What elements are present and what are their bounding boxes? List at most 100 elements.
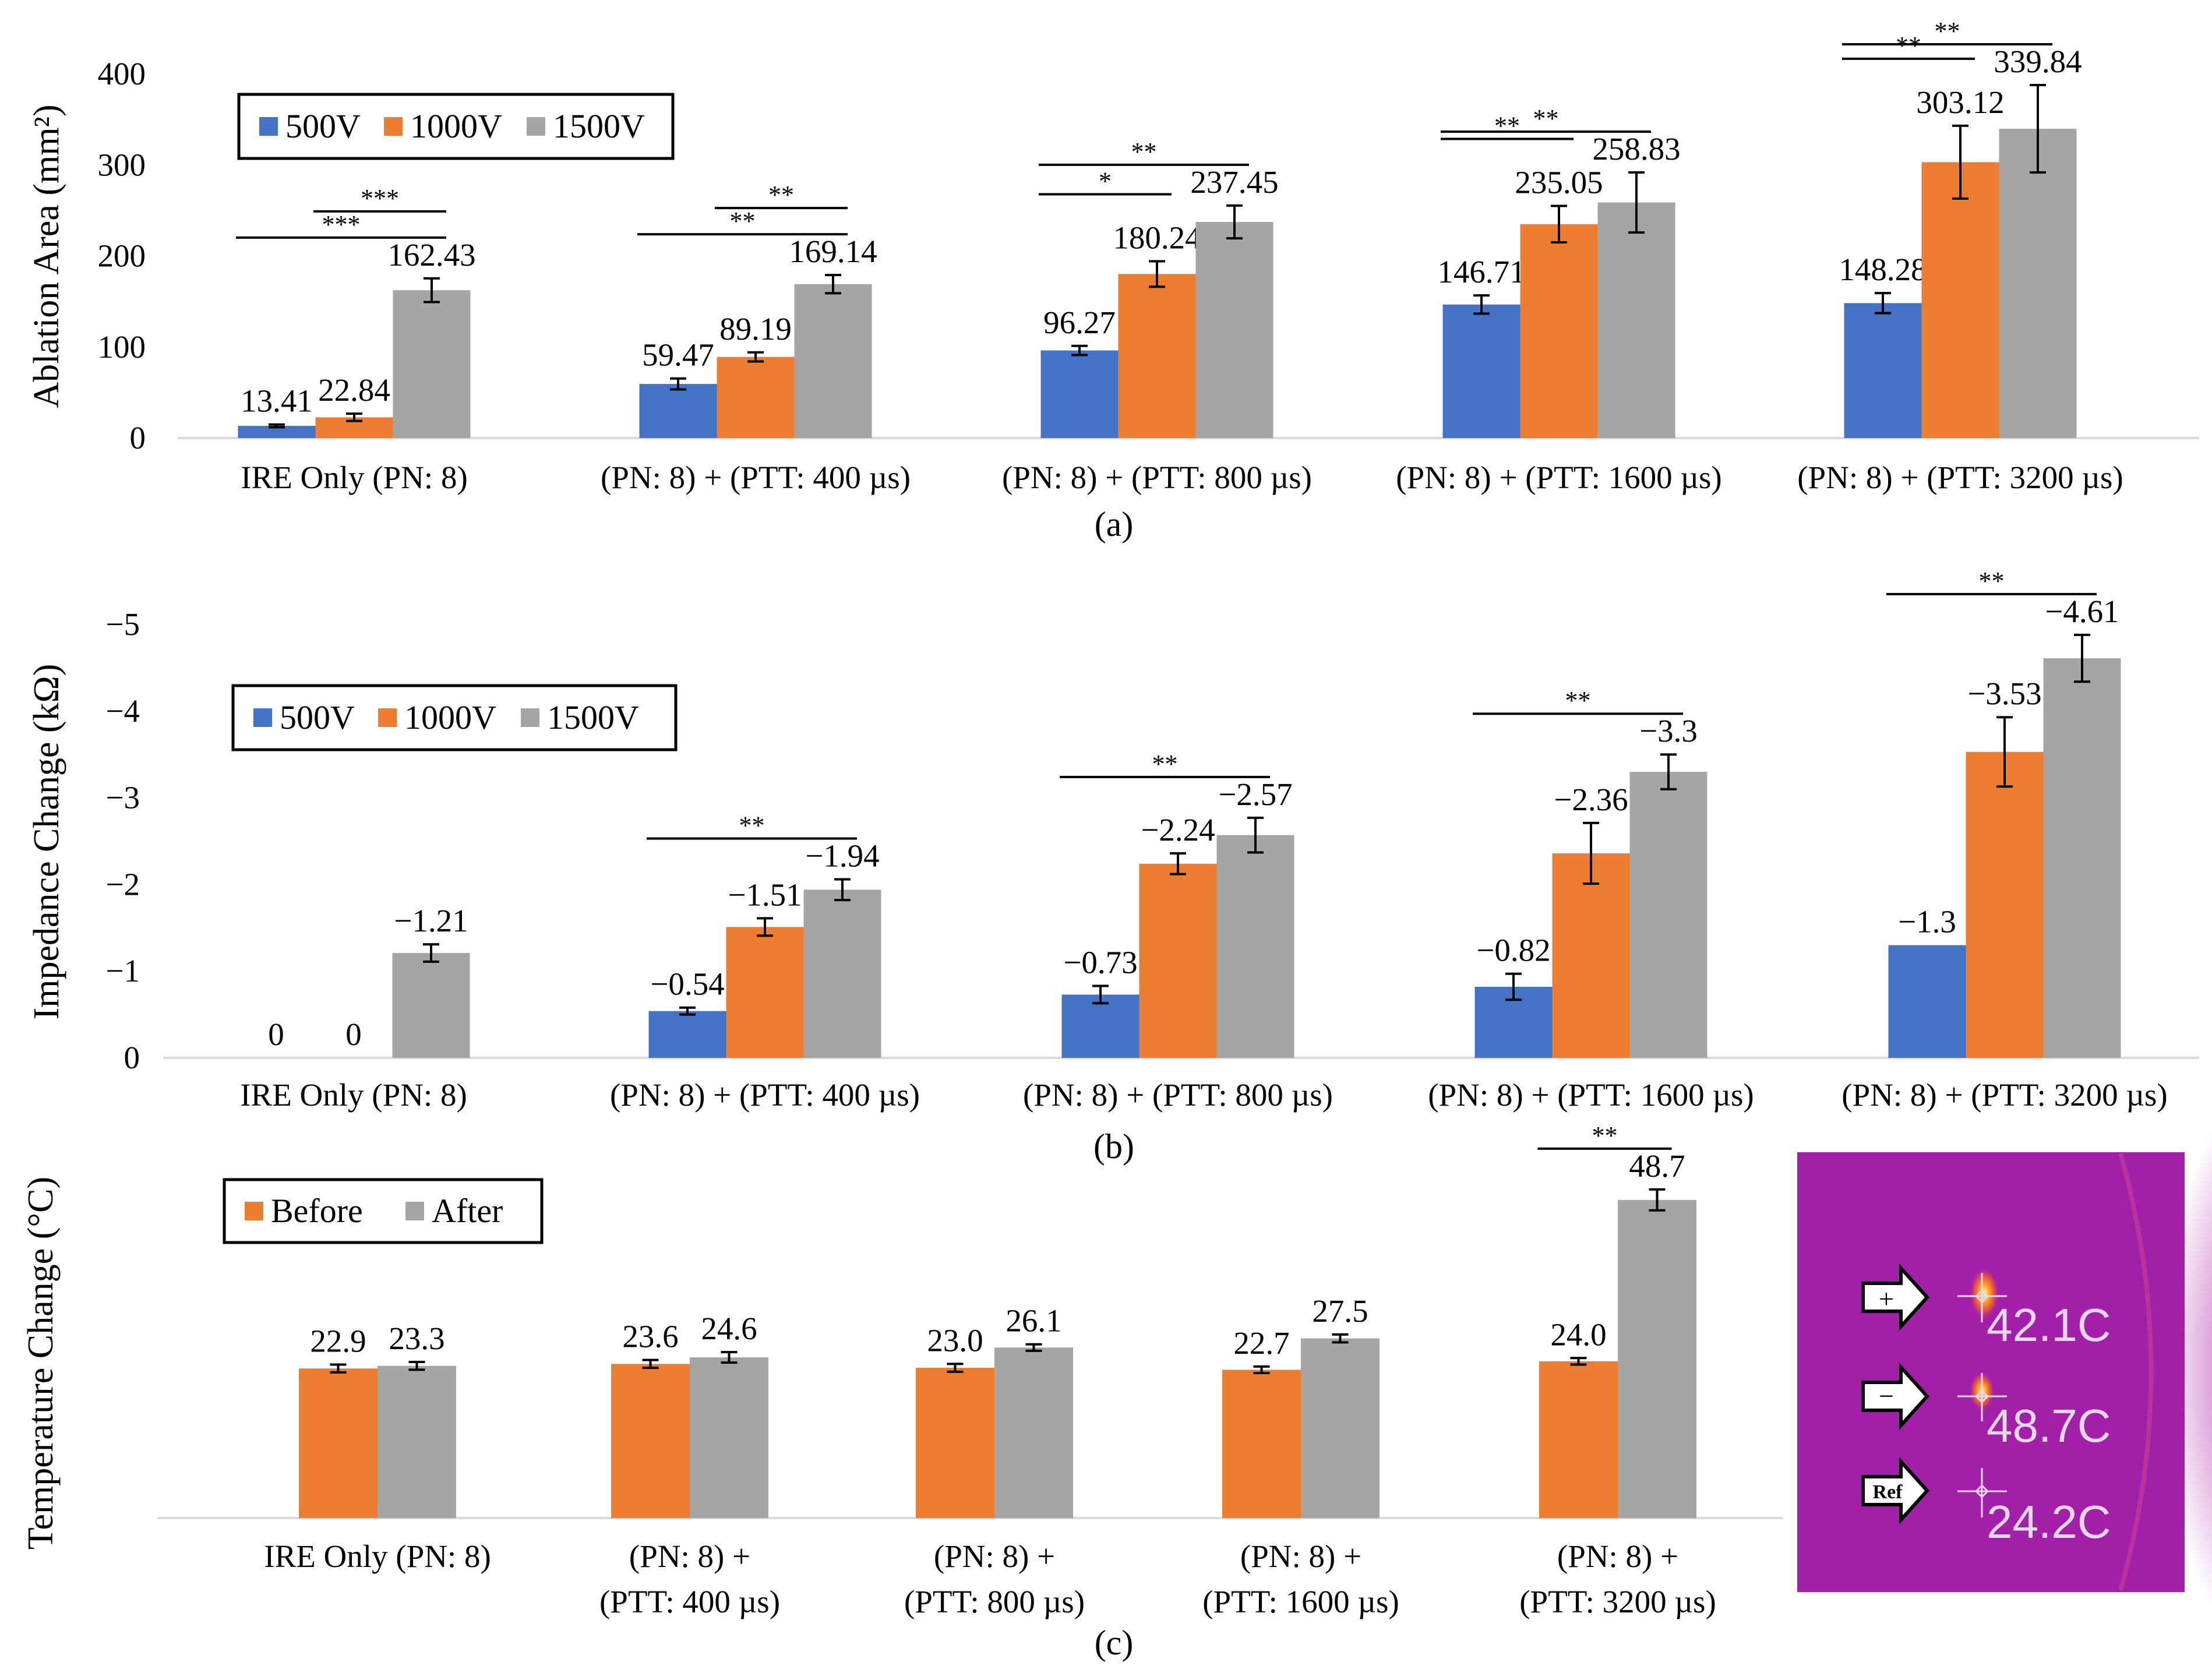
bar-1000v: [1921, 162, 1999, 438]
bar-1500v: [1216, 835, 1294, 1058]
legend-label: 1500V: [553, 107, 645, 145]
data-label: −1.94: [805, 838, 879, 873]
legend: 500V 1000V 1500V: [231, 684, 678, 751]
data-label: 96.27: [1043, 305, 1116, 340]
data-label: 162.43: [387, 237, 475, 273]
chart-panel-a: 0 100 200 300 400 Ablation Area (mm²) 13.41 59.…: [27, 17, 2199, 543]
bar-500v: [1061, 994, 1139, 1058]
temperature-reading-2: 48.7C: [1987, 1400, 2111, 1452]
category-label: (PN: 8) + (PTT: 3200 µs): [1841, 1077, 2168, 1113]
data-label: 89.19: [719, 311, 792, 347]
category-label: IRE Only (PN: 8): [241, 460, 468, 495]
data-label: 148.28: [1839, 252, 1927, 287]
category-label: (PN: 8) +: [1240, 1538, 1361, 1574]
legend-swatch-500v: [253, 708, 272, 727]
y-tick-label: 400: [98, 56, 146, 91]
bar-1500v: [2043, 658, 2121, 1058]
temperature-reading-3: 24.2C: [1987, 1496, 2111, 1548]
bar-500v: [1442, 304, 1520, 438]
data-label: −1.21: [394, 903, 468, 938]
data-label: 169.14: [789, 234, 877, 269]
data-label: 258.83: [1592, 131, 1680, 167]
category-label: (PN: 8) +: [629, 1538, 750, 1574]
bar-after: [690, 1357, 768, 1518]
data-label: 237.45: [1190, 164, 1278, 200]
bar-1000v: [1966, 751, 2044, 1058]
significance-label: **: [730, 207, 756, 235]
bar-1000v: [717, 357, 795, 438]
category-label: (PN: 8) + (PTT: 800 µs): [1002, 460, 1312, 495]
category-label: (PN: 8) + (PTT: 1600 µs): [1396, 460, 1722, 495]
bar-1000v: [726, 927, 804, 1058]
data-label: −3.53: [1967, 676, 2041, 711]
significance-label: **: [1533, 104, 1559, 133]
significance-label: **: [1152, 750, 1178, 778]
data-label: −0.82: [1476, 933, 1550, 968]
data-label: −0.73: [1063, 944, 1137, 980]
bar-1000v: [1520, 224, 1598, 438]
data-label: 23.6: [622, 1319, 678, 1354]
bar-500v: [238, 426, 316, 438]
y-tick-label: 0: [130, 420, 146, 456]
data-label: 27.5: [1312, 1293, 1368, 1329]
bar-1500v: [1629, 771, 1707, 1058]
significance-label: **: [1565, 686, 1591, 715]
category-label: (PN: 8) +: [1557, 1538, 1678, 1574]
data-label: 59.47: [642, 337, 714, 373]
significance-label: **: [768, 181, 794, 209]
arrow-minus-icon: −: [1861, 1363, 1930, 1430]
bar-1500v: [392, 952, 470, 1058]
arrow-ref-icon: Ref: [1861, 1457, 1930, 1524]
legend-label: 1500V: [547, 698, 639, 736]
y-axis-title: Impedance Change (kΩ): [27, 664, 66, 1020]
panel-caption: (c): [1095, 1623, 1134, 1662]
significance-label: **: [1896, 31, 1921, 60]
bar-1500v: [1597, 202, 1675, 438]
category-label: (PN: 8) + (PTT: 1600 µs): [1428, 1077, 1754, 1113]
data-label: 22.84: [318, 372, 390, 408]
data-label: −4.61: [2045, 594, 2119, 629]
y-tick-label: −3: [105, 780, 140, 816]
category-label: IRE Only (PN: 8): [240, 1077, 467, 1113]
bar-1000v: [1552, 853, 1630, 1058]
category-label: (PN: 8) + (PTT: 400 µs): [601, 460, 911, 495]
bar-before: [1222, 1370, 1301, 1518]
y-tick-label: 200: [98, 238, 146, 274]
y-tick-label: −4: [105, 693, 140, 729]
data-label: 339.84: [1994, 44, 2082, 79]
data-label: −1.3: [1898, 904, 1956, 940]
data-label: 180.24: [1113, 220, 1201, 256]
bar-after: [378, 1365, 456, 1518]
category-label: (PN: 8) + (PTT: 400 µs): [610, 1077, 920, 1113]
legend: 500V 1000V 1500V: [237, 93, 675, 160]
category-label: (PTT: 400 µs): [599, 1584, 780, 1619]
bar-1500v: [794, 284, 872, 438]
bar-500v: [1844, 303, 1922, 438]
legend-swatch-1000v: [378, 708, 397, 727]
crosshair-1: [1957, 1273, 2007, 1322]
data-label: 26.1: [1006, 1303, 1061, 1339]
y-tick-label: −1: [105, 953, 140, 989]
data-label: 23.0: [927, 1322, 983, 1358]
temperature-reading-1: 42.1C: [1987, 1299, 2111, 1351]
category-label: (PTT: 3200 µs): [1519, 1584, 1716, 1619]
crosshair-3: [1957, 1468, 2007, 1517]
legend-swatch-after: [405, 1202, 424, 1220]
data-label: −2.36: [1554, 782, 1628, 817]
data-label: −2.24: [1141, 812, 1215, 848]
legend-label: 1000V: [404, 698, 496, 736]
data-label: −0.54: [650, 966, 724, 1002]
category-label: IRE Only (PN: 8): [264, 1538, 491, 1574]
bar-before: [916, 1368, 994, 1518]
data-label: −3.3: [1639, 713, 1698, 749]
data-label: 0: [345, 1017, 362, 1052]
data-label: 22.9: [310, 1323, 366, 1358]
data-label: 13.41: [241, 383, 313, 419]
legend: Before After: [223, 1178, 544, 1244]
significance-label: ***: [361, 184, 399, 213]
data-label: 146.71: [1437, 254, 1525, 290]
bar-500v: [1040, 350, 1119, 438]
bar-after: [1618, 1199, 1696, 1518]
significance-label: **: [1131, 137, 1157, 166]
